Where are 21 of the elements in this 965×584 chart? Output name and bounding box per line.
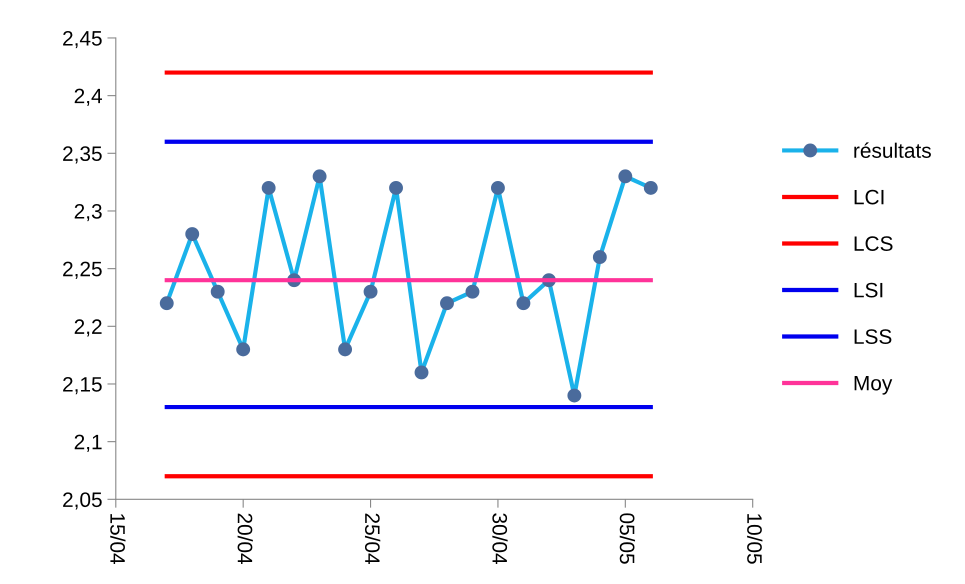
x-tick-label: 30/04 xyxy=(492,513,508,564)
legend-label: LCS xyxy=(854,236,893,251)
legend-label: résultats xyxy=(854,142,931,158)
x-tick-label: 15/04 xyxy=(110,514,126,564)
legend-label: LCI xyxy=(854,190,884,204)
y-tick-label: 2,3 xyxy=(74,204,102,222)
y-tick-label: 2,4 xyxy=(74,88,102,106)
y-tick-label: 2,05 xyxy=(63,492,102,510)
legend-label: LSS xyxy=(854,329,892,344)
x-tick-label: 20/04 xyxy=(238,514,253,564)
y-tick-label: 2,2 xyxy=(74,319,102,337)
x-tick-label: 25/04 xyxy=(364,514,380,564)
y-tick-label: 2,35 xyxy=(63,146,102,164)
y-tick-label: 2,1 xyxy=(74,434,102,452)
legend-label: LSI xyxy=(854,282,882,298)
x-tick-label: 10/05 xyxy=(747,514,762,564)
y-tick-label: 2,15 xyxy=(63,376,102,394)
x-tick-label: 05/05 xyxy=(620,513,636,564)
y-tick-label: 2,45 xyxy=(63,30,102,48)
y-tick-label: 2,25 xyxy=(63,262,102,279)
legend-label: Moy xyxy=(854,376,892,395)
